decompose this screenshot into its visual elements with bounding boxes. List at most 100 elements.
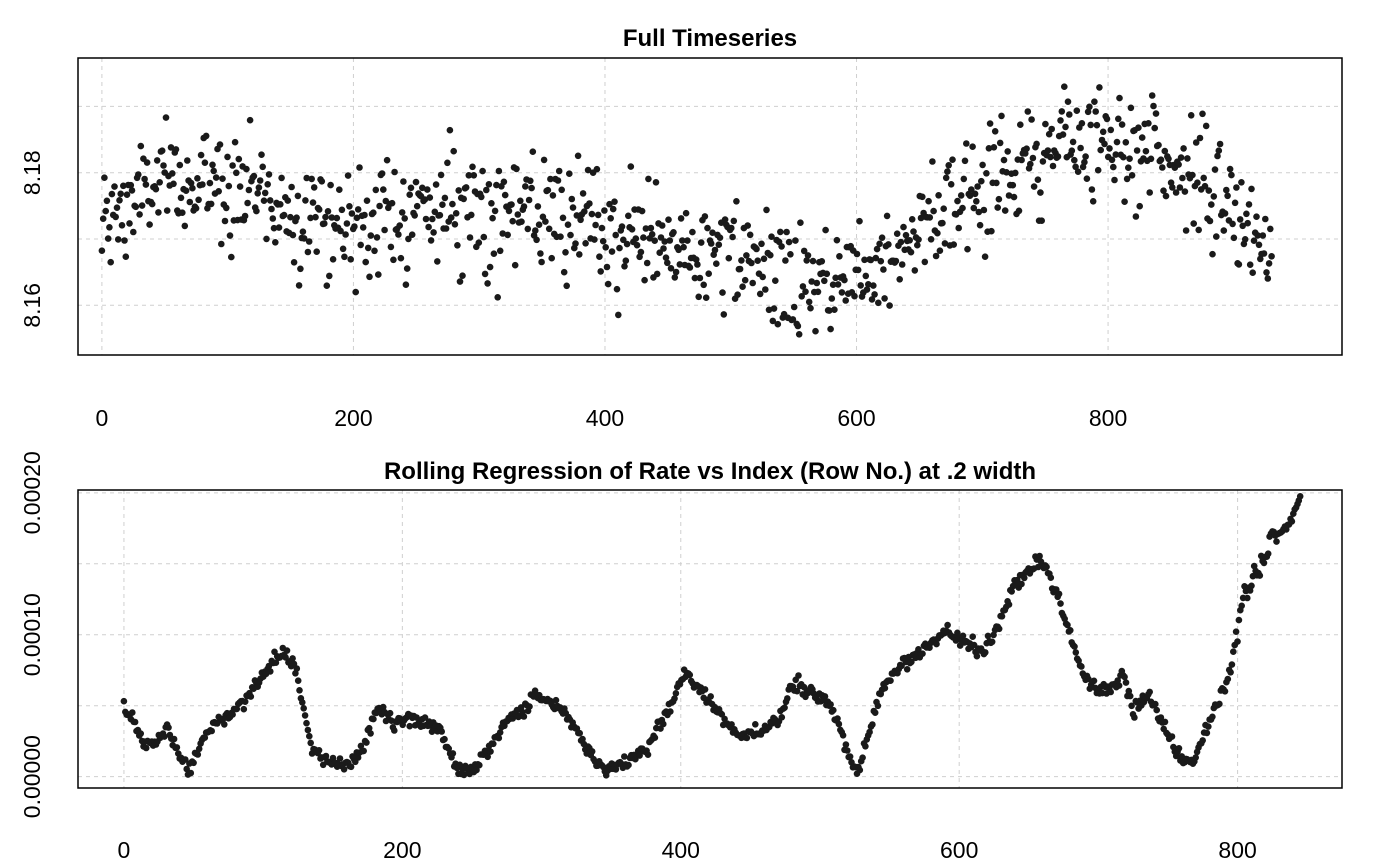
data-point xyxy=(221,721,228,728)
data-point xyxy=(828,295,836,302)
data-point xyxy=(126,220,133,227)
data-point xyxy=(441,194,449,202)
data-point xyxy=(1155,141,1162,149)
data-point xyxy=(1221,210,1229,217)
data-point xyxy=(950,241,957,248)
data-point xyxy=(300,705,308,712)
data-point xyxy=(959,632,967,640)
data-point xyxy=(388,199,396,207)
data-point xyxy=(821,277,828,285)
data-point xyxy=(597,268,604,275)
data-point xyxy=(872,254,880,262)
data-point xyxy=(772,277,779,285)
data-point xyxy=(235,155,243,163)
data-point xyxy=(711,246,719,254)
data-point xyxy=(402,281,410,289)
data-point xyxy=(721,715,728,723)
data-point xyxy=(321,220,328,227)
data-point xyxy=(367,730,374,737)
data-point xyxy=(288,183,295,191)
data-point xyxy=(518,218,525,225)
data-point xyxy=(390,256,397,264)
data-point xyxy=(588,210,596,218)
data-point xyxy=(1264,550,1272,557)
data-point xyxy=(379,703,387,711)
data-point xyxy=(856,217,863,225)
data-point xyxy=(135,171,142,178)
data-point xyxy=(908,658,915,666)
data-point xyxy=(623,240,631,248)
data-point xyxy=(1028,116,1035,123)
data-point xyxy=(505,207,513,215)
data-point xyxy=(1213,233,1220,240)
data-point xyxy=(324,208,332,215)
data-point xyxy=(293,665,301,672)
data-point xyxy=(294,192,302,200)
data-point xyxy=(1096,84,1103,91)
data-point xyxy=(489,214,496,222)
data-point xyxy=(1021,574,1028,582)
data-point xyxy=(459,272,466,280)
data-point xyxy=(215,188,222,195)
data-point xyxy=(138,202,146,209)
data-point xyxy=(893,230,901,237)
data-point xyxy=(366,273,373,281)
data-point xyxy=(908,216,916,223)
data-point xyxy=(280,211,288,219)
data-point xyxy=(812,327,819,335)
data-point xyxy=(333,214,341,222)
data-point xyxy=(287,213,294,221)
data-point xyxy=(195,196,202,204)
data-point xyxy=(700,281,707,289)
data-point xyxy=(598,224,606,232)
data-point xyxy=(307,214,314,222)
data-point xyxy=(842,297,849,304)
data-point xyxy=(511,261,519,269)
y-tick-label: 8.16 xyxy=(19,283,45,328)
data-point xyxy=(612,231,619,239)
data-point xyxy=(675,246,682,254)
data-point xyxy=(670,229,677,236)
data-point xyxy=(111,183,118,190)
data-point xyxy=(622,257,630,265)
data-point xyxy=(487,748,494,755)
data-point xyxy=(478,193,485,201)
data-point xyxy=(1133,147,1141,154)
data-point xyxy=(658,222,666,229)
data-point xyxy=(752,721,759,728)
data-point xyxy=(1209,250,1216,258)
data-point xyxy=(593,165,601,173)
data-point xyxy=(460,195,468,203)
data-point xyxy=(422,215,430,223)
data-point xyxy=(749,279,756,287)
data-point xyxy=(1230,234,1238,242)
data-point xyxy=(1018,156,1025,164)
data-point xyxy=(1249,269,1256,277)
data-point xyxy=(476,761,483,769)
data-point xyxy=(142,181,150,188)
data-point xyxy=(1254,232,1261,239)
data-point xyxy=(795,331,803,338)
data-point xyxy=(101,174,108,181)
data-point xyxy=(216,141,224,148)
data-point xyxy=(194,175,201,182)
data-point xyxy=(1071,643,1078,650)
data-point xyxy=(1118,121,1126,128)
data-point xyxy=(480,233,488,241)
data-point xyxy=(136,211,143,218)
data-point xyxy=(308,175,316,183)
data-point xyxy=(429,215,436,223)
data-point xyxy=(1210,193,1218,200)
data-point xyxy=(721,216,729,223)
data-point xyxy=(1062,123,1069,131)
data-point xyxy=(1114,677,1121,684)
data-point xyxy=(1244,594,1251,602)
data-point xyxy=(447,214,455,221)
data-point xyxy=(832,274,839,282)
data-point xyxy=(555,167,563,175)
data-point xyxy=(1181,188,1189,195)
data-point xyxy=(1263,269,1270,276)
data-point xyxy=(247,693,255,700)
data-point xyxy=(930,207,937,215)
data-point xyxy=(466,234,474,241)
